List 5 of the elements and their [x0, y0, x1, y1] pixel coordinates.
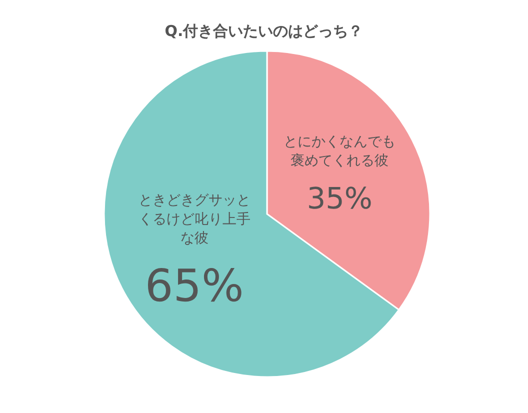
data-label: 35% — [306, 182, 372, 216]
slice-label: とにかくなんでも褒めてくれる彼 — [284, 134, 396, 170]
slice-label: ときどきグサッとくるけど叱り上手な彼 — [138, 192, 250, 247]
chart-title: Q.付き合いたいのはどっち？ — [164, 22, 364, 41]
data-label: 65% — [144, 261, 244, 312]
